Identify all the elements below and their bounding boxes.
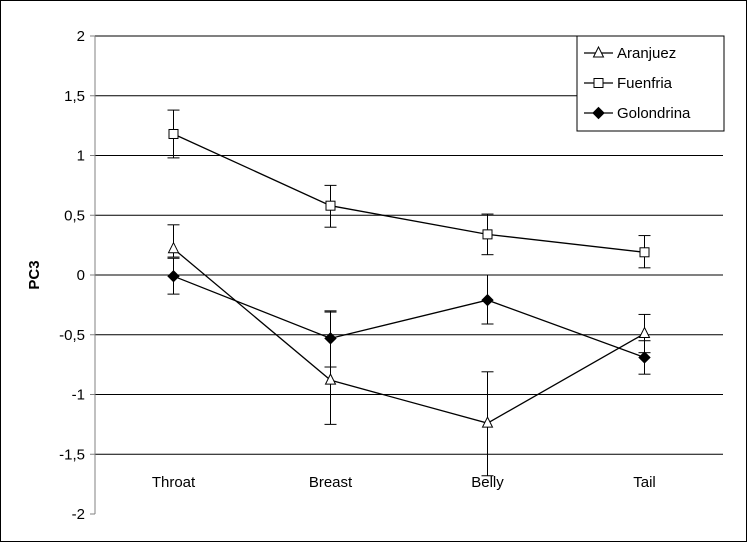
y-ticks: 2 1,5 1 0,5 0 -0,5 -1 -1,5 -2: [59, 28, 95, 523]
y-tick-label: 0: [77, 267, 85, 284]
y-tick-label: 2: [77, 28, 85, 45]
data-point: [481, 293, 494, 307]
legend-item-aranjuez: Aranjuez: [584, 45, 676, 62]
y-tick-label: 1,5: [64, 88, 85, 105]
x-ticks: Throat Breast Belly Tail: [152, 474, 656, 491]
series-aranjuez: [167, 224, 651, 477]
gridlines: [95, 35, 723, 455]
y-tick-label: -2: [72, 506, 85, 523]
y-tick-label: 0,5: [64, 207, 85, 224]
x-tick-label: Breast: [309, 474, 353, 491]
series-golondrina: [167, 257, 651, 375]
data-point: [482, 229, 493, 240]
series-fuenfria: [167, 109, 651, 269]
x-tick-label: Throat: [152, 474, 196, 491]
data-point: [638, 326, 651, 339]
data-point: [638, 351, 651, 364]
y-tick-label: 1: [77, 148, 85, 165]
x-tick-label: Tail: [633, 474, 656, 491]
legend-item-fuenfria: Fuenfria: [584, 75, 673, 92]
data-point: [324, 373, 337, 385]
series-layer: [167, 109, 651, 477]
y-tick-label: -0,5: [59, 327, 85, 344]
y-tick-label: -1,5: [59, 446, 85, 463]
legend-label: Golondrina: [617, 105, 691, 122]
series-line: [173, 275, 645, 359]
legend-marker: [593, 78, 604, 88]
data-point: [167, 241, 180, 254]
legend-marker: [592, 106, 605, 120]
data-point: [324, 332, 337, 345]
legend-marker: [592, 45, 605, 58]
x-tick-label: Belly: [471, 474, 504, 491]
data-point: [167, 269, 180, 283]
data-point: [325, 200, 336, 211]
legend: Aranjuez Fuenfria Golondrina: [576, 35, 725, 132]
data-point: [639, 247, 650, 258]
y-tick-label: -1: [72, 387, 85, 404]
legend-item-golondrina: Golondrina: [584, 105, 691, 122]
series-line: [173, 133, 645, 253]
legend-label: Fuenfria: [617, 75, 673, 92]
y-axis-label: PC3: [26, 260, 43, 289]
data-point: [481, 416, 494, 428]
series-line: [173, 248, 645, 424]
legend-label: Aranjuez: [617, 45, 676, 62]
data-point: [168, 128, 179, 139]
